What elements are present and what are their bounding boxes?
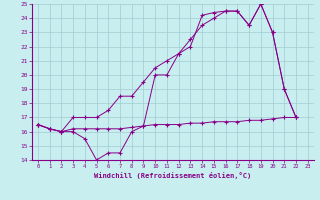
X-axis label: Windchill (Refroidissement éolien,°C): Windchill (Refroidissement éolien,°C) (94, 172, 252, 179)
